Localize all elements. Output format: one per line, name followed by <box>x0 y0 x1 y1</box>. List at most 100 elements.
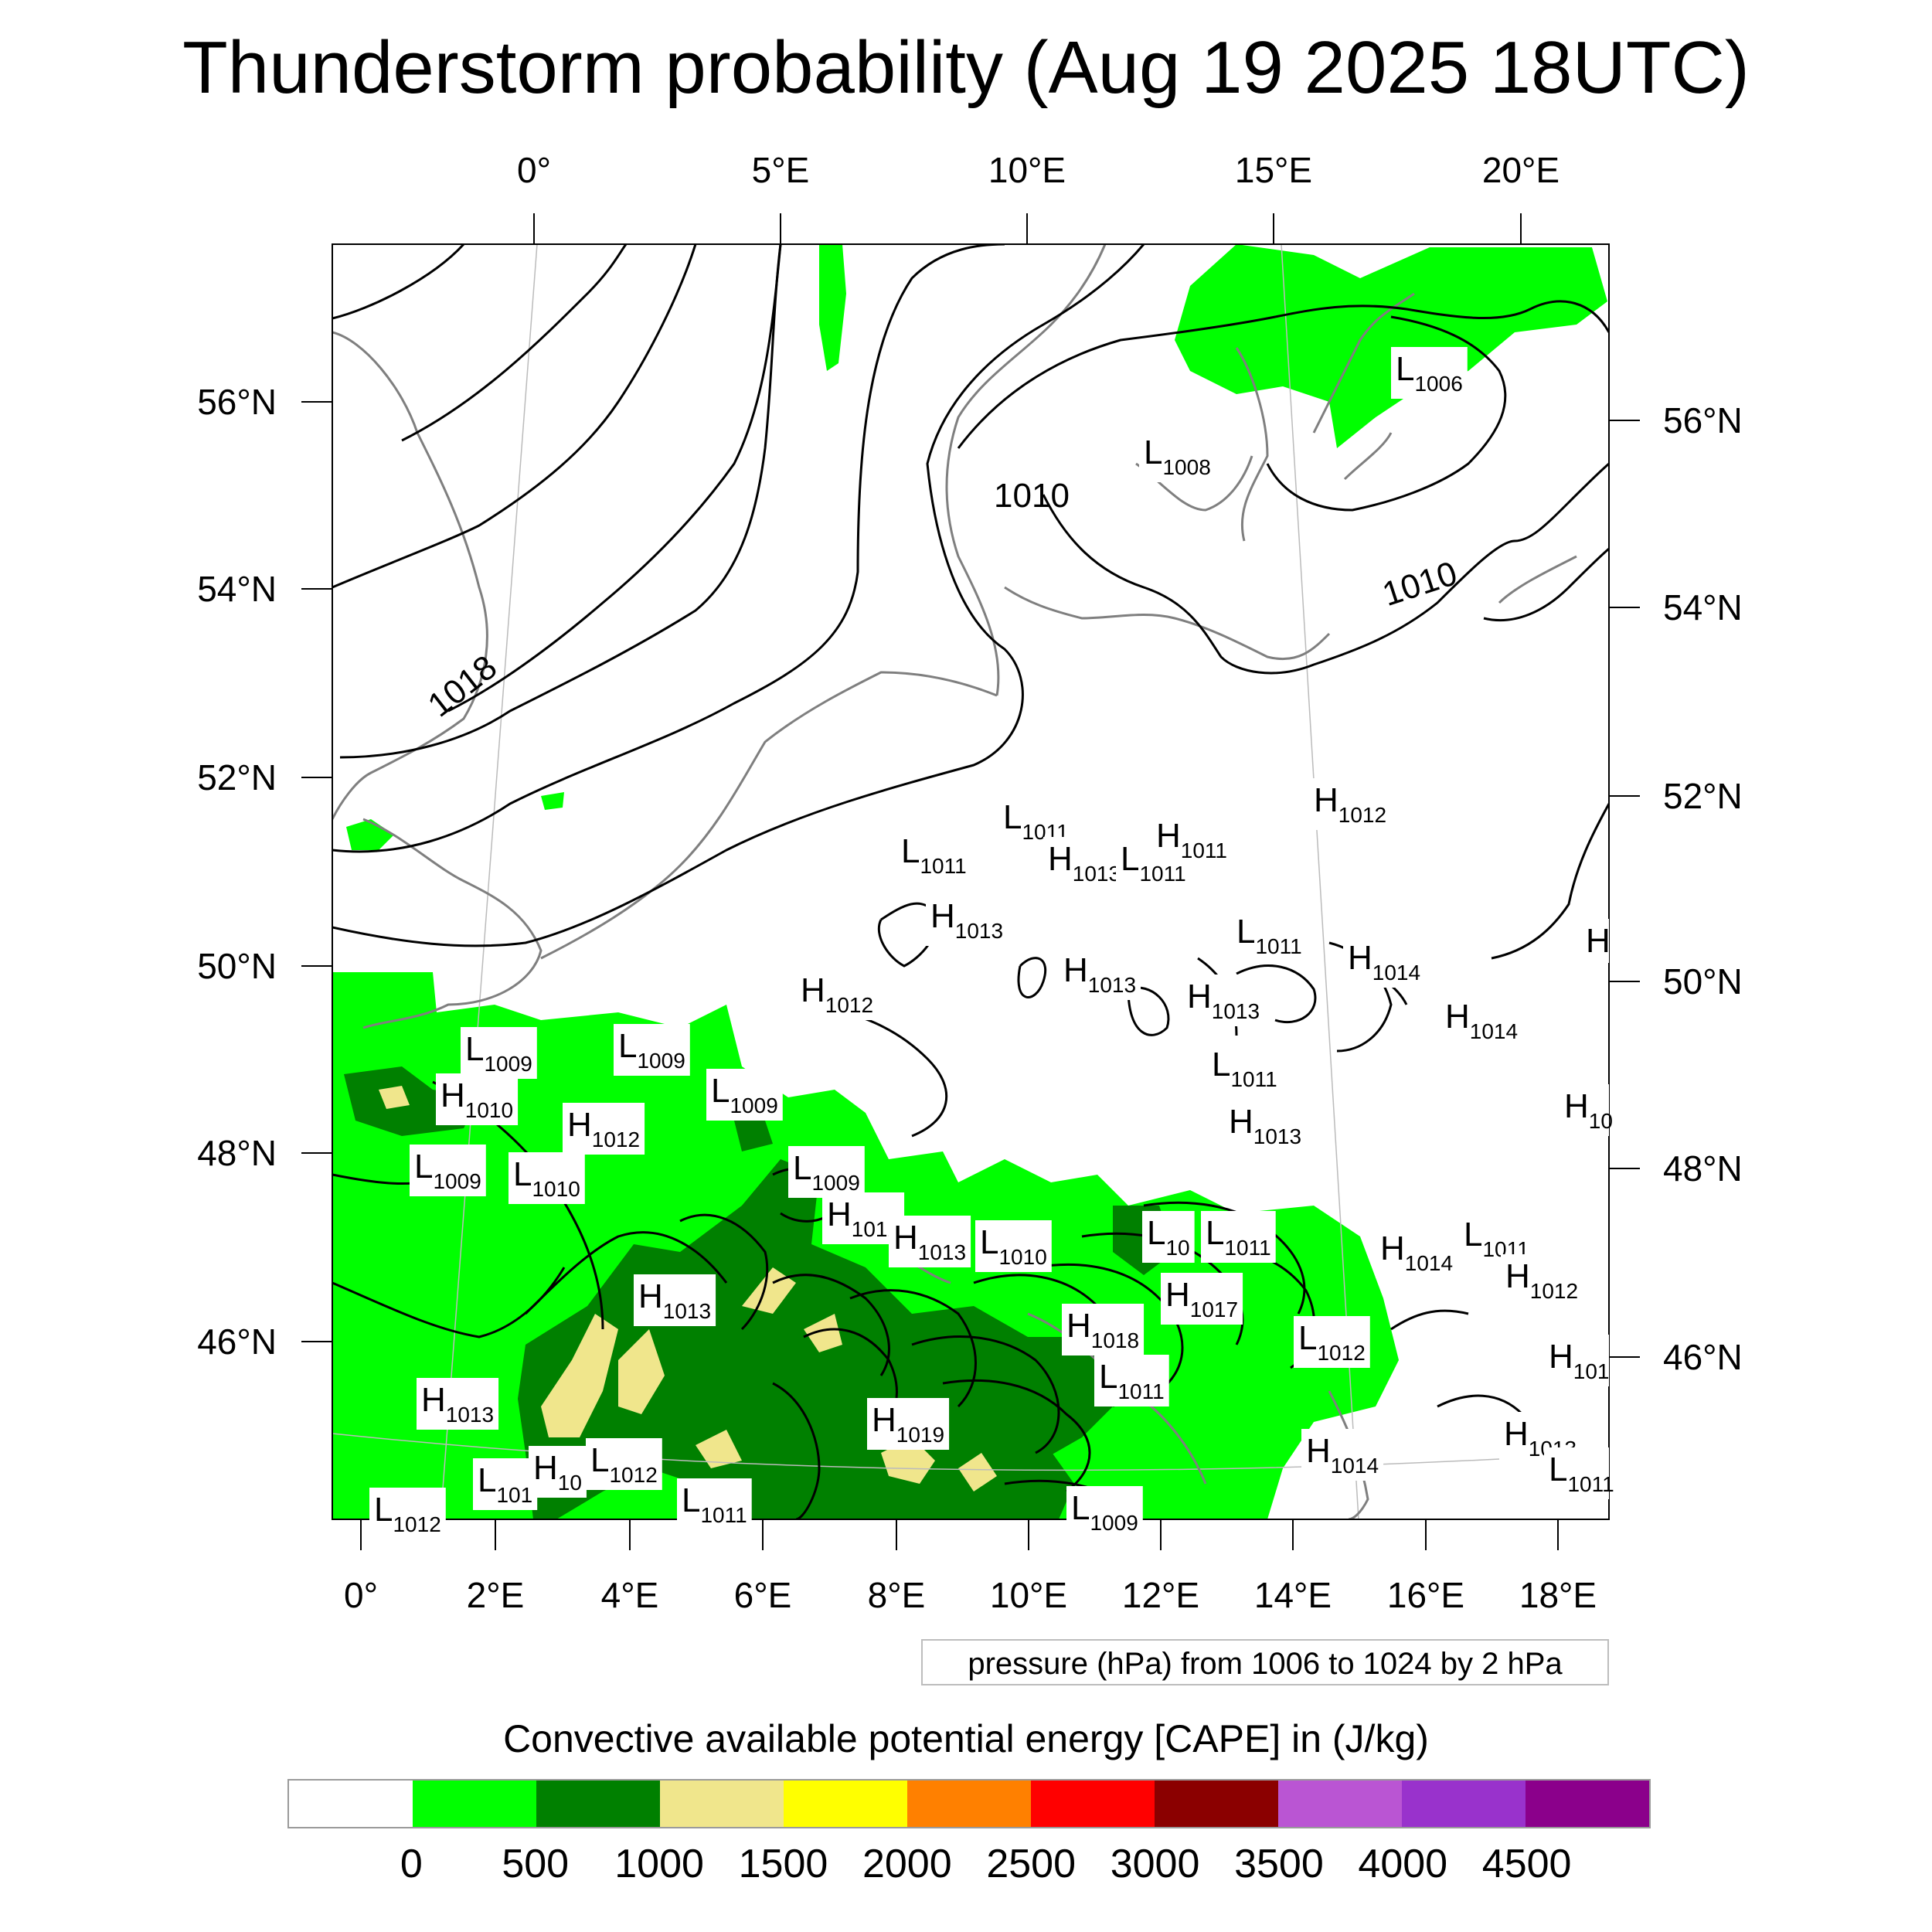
bottom-lon-label: 0° <box>344 1575 378 1615</box>
pressure-center-box <box>1224 1100 1307 1151</box>
pressure-center-box <box>1182 975 1265 1026</box>
colorbar-label: 500 <box>502 1842 570 1886</box>
pressure-center-box <box>1376 1226 1458 1278</box>
high-pressure-center: H1012 <box>801 971 873 1017</box>
top-lon-label: 10°E <box>988 150 1066 190</box>
left-latitude-labels: 56°N 54°N 52°N 50°N 48°N 46°N <box>197 382 277 1362</box>
high-pressure-center: H <box>1586 922 1611 960</box>
high-pressure-center: H1011 <box>1156 817 1227 862</box>
pressure-center-box <box>1139 430 1216 482</box>
high-pressure-center: H1019 <box>872 1401 944 1447</box>
pressure-center-box <box>509 1152 585 1204</box>
colorbar-swatch <box>1526 1781 1649 1827</box>
left-lat-label: 46°N <box>197 1321 277 1362</box>
bottom-lon-label: 16°E <box>1387 1575 1464 1615</box>
low-pressure-center: L1008 <box>1144 434 1211 479</box>
pressure-center-box <box>634 1274 716 1326</box>
axis-ticks <box>301 213 1640 1550</box>
pressure-center-box <box>896 829 971 881</box>
colorbar-swatch <box>1278 1781 1402 1827</box>
high-pressure-center: H1014 <box>1306 1432 1379 1478</box>
pressure-center-box <box>1544 1335 1609 1386</box>
colorbar-label: 0 <box>400 1842 423 1886</box>
low-pressure-center: L1011 <box>1212 1046 1277 1091</box>
low-pressure-center: L10 <box>1147 1214 1190 1260</box>
pressure-center-box <box>1440 995 1523 1046</box>
colorbar-label: 3000 <box>1110 1842 1200 1886</box>
pressure-center-box <box>563 1103 645 1155</box>
colorbar-swatch <box>660 1781 784 1827</box>
colorbar-swatch <box>784 1781 907 1827</box>
low-pressure-center: L1010 <box>980 1223 1047 1269</box>
high-pressure-center: H1013 <box>421 1381 494 1427</box>
isobar-label: 1010 <box>994 477 1070 515</box>
colorbar-swatch <box>1402 1781 1526 1827</box>
high-pressure-center: H1014 <box>1445 998 1518 1043</box>
low-pressure-center: L1009 <box>793 1149 860 1195</box>
pressure-center-box <box>796 968 879 1020</box>
left-lat-label: 50°N <box>197 946 277 986</box>
high-pressure-center: H1012 <box>567 1106 640 1151</box>
right-lat-label: 46°N <box>1663 1337 1743 1377</box>
low-pressure-center: L1006 <box>1396 350 1463 396</box>
pressure-center-box <box>1301 1429 1384 1481</box>
colorbar-swatch <box>907 1781 1031 1827</box>
high-pressure-center: H1014 <box>1380 1230 1453 1275</box>
pressure-center-box <box>1232 910 1307 961</box>
pressure-center-box <box>706 1069 783 1121</box>
pressure-center-box <box>1581 919 1609 963</box>
high-pressure-center: H10 <box>1564 1087 1613 1133</box>
top-lon-label: 20°E <box>1482 150 1560 190</box>
low-pressure-center: L1011 <box>1549 1451 1614 1496</box>
graticule <box>332 244 1609 1519</box>
pressure-center-box <box>926 894 1009 946</box>
low-pressure-center: L1009 <box>711 1072 778 1117</box>
pressure-center-box <box>1294 1316 1370 1368</box>
left-lat-label: 56°N <box>197 382 277 422</box>
high-pressure-center: H1014 <box>1348 939 1420 985</box>
high-pressure-center: H1013 <box>1187 978 1260 1023</box>
high-pressure-center: H1013 <box>1229 1103 1301 1148</box>
low-pressure-center: L1011 <box>1099 1358 1165 1403</box>
pressure-center-box <box>975 1220 1052 1272</box>
top-longitude-labels: 0° 5°E 10°E 15°E 20°E <box>517 150 1560 190</box>
cape-colorbar <box>287 1779 1651 1828</box>
left-lat-label: 52°N <box>197 757 277 798</box>
pressure-center-box <box>1161 1273 1243 1325</box>
cape-shading-high <box>379 1086 997 1492</box>
pressure-center-box <box>677 1478 752 1530</box>
low-pressure-center: L1011 <box>901 832 967 878</box>
high-pressure-center: H101 <box>1549 1338 1610 1383</box>
colorbar-label: 1000 <box>614 1842 704 1886</box>
bottom-lon-label: 14°E <box>1254 1575 1332 1615</box>
pressure-center-box <box>1066 1486 1143 1538</box>
pressure-centers: L1006 L1008 L1011 L1011 H1013 L1011 H1011 H1012… <box>369 347 1614 1539</box>
low-pressure-center: L1011 <box>682 1481 747 1527</box>
high-pressure-center: H1018 <box>1066 1307 1139 1352</box>
pressure-center-box <box>1094 1355 1169 1406</box>
low-pressure-center: L1009 <box>618 1027 685 1073</box>
pressure-center-box <box>889 1216 971 1267</box>
low-pressure-center: L1012 <box>1298 1319 1366 1365</box>
low-pressure-center: L1012 <box>374 1491 441 1536</box>
bottom-lon-label: 4°E <box>601 1575 659 1615</box>
colorbar-swatch <box>413 1781 536 1827</box>
high-pressure-center: H1013 <box>638 1277 711 1323</box>
pressure-center-box <box>867 1398 950 1450</box>
high-pressure-center: H1017 <box>1165 1276 1238 1321</box>
pressure-center-box <box>788 1146 865 1198</box>
pressure-center-box <box>461 1027 537 1079</box>
top-lon-label: 0° <box>517 150 551 190</box>
bottom-lon-label: 12°E <box>1122 1575 1199 1615</box>
pressure-center-box <box>1544 1447 1609 1499</box>
low-pressure-center: L1011 <box>1206 1214 1271 1260</box>
pressure-center-box <box>529 1446 587 1498</box>
bottom-lon-label: 6°E <box>734 1575 792 1615</box>
right-lat-label: 50°N <box>1663 961 1743 1002</box>
colorbar-swatch <box>1155 1781 1278 1827</box>
pressure-center-box <box>1043 837 1126 889</box>
bottom-longitude-labels: 0° 2°E 4°E 6°E 8°E 10°E 12°E 14°E 16°E 1… <box>344 1575 1597 1615</box>
pressure-center-box <box>1391 347 1468 399</box>
pressure-center-box <box>1343 936 1426 988</box>
